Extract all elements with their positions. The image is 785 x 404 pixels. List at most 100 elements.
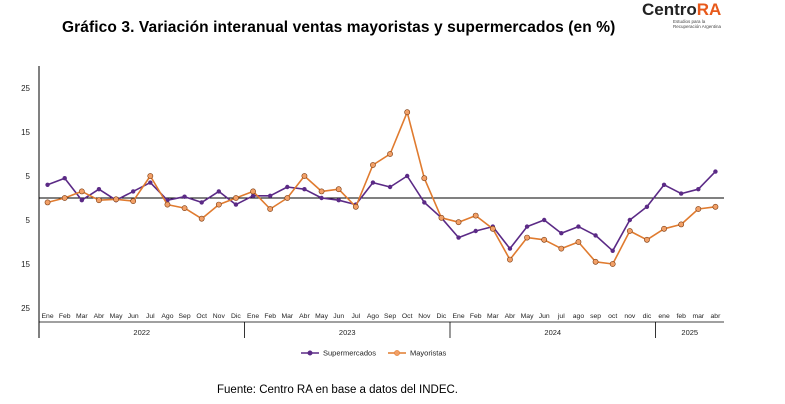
chart-title: Gráfico 3. Variación interanual ventas m… [62,19,616,36]
x-tick-label: May [315,313,328,320]
data-point [164,201,171,208]
x-tick-label: Sep [179,313,191,320]
data-point [61,195,68,201]
legend-item: Supermercados [301,349,376,358]
data-point [285,184,290,190]
data-point [455,219,462,226]
year-label: 2023 [339,328,356,337]
x-tick-label: oct [608,313,617,320]
x-tick-label: Mar [76,313,88,320]
x-tick-label: ago [573,313,585,320]
data-point [422,200,427,205]
data-point [233,202,239,207]
data-point [199,200,204,205]
data-point [438,214,445,221]
x-tick-label: jul [557,313,565,320]
x-tick-label: Jun [128,313,139,320]
x-tick-label: mar [692,313,704,320]
data-point [644,204,650,209]
data-point [45,182,50,187]
x-tick-label: May [110,313,123,320]
data-point [524,234,530,241]
data-point [644,236,650,243]
x-tick-label: Jun [539,313,550,320]
data-point [404,173,410,179]
data-point [404,109,411,116]
x-tick-label: Ene [42,313,54,320]
logo-tagline: Estudios para la Recuperación Argentina [673,19,722,29]
data-point [130,198,137,204]
data-point [576,224,581,229]
data-point [507,246,513,251]
data-point [216,189,222,194]
data-point [421,175,428,182]
data-point [250,193,256,198]
data-point [267,193,273,198]
x-tick-label: Jul [351,313,360,320]
data-point [558,245,565,252]
data-point [78,188,85,195]
data-point [147,173,154,179]
data-point [524,224,530,229]
legend-swatch-marker [394,350,400,356]
logo-wordmark: CentroRA [642,0,722,19]
y-tick-label: 15 [21,128,30,137]
series-mayoristas [44,109,719,267]
legend-label: Supermercados [323,349,376,358]
data-point [575,239,582,245]
series-layer [44,109,719,267]
data-point [96,187,102,192]
x-tick-label: Feb [264,313,276,320]
legend-swatch-marker [307,350,313,356]
x-tick-label: sep [590,313,601,320]
data-point [113,196,119,203]
data-point [507,256,513,263]
data-point [318,188,325,195]
data-point [695,206,702,212]
data-point [610,248,615,253]
data-point [96,197,102,204]
x-tick-label: Dic [231,313,241,320]
data-point [352,203,359,210]
x-tick-label: Sep [384,313,396,320]
data-point [267,206,274,212]
data-point [370,162,376,168]
data-point [678,221,685,228]
x-tick-label: Ago [367,313,379,320]
x-tick-label: Feb [59,313,71,320]
x-tick-labels: Ene Feb Mar Abr May Jun Jul Ago Sep Oct Nov Dic Ene F… [42,313,721,338]
data-point [696,187,701,192]
data-point [473,228,478,234]
data-point [370,180,376,185]
data-point [609,261,616,267]
x-tick-label: feb [676,313,686,320]
data-point [302,187,307,192]
series-line [47,171,716,252]
data-point [661,225,667,232]
data-point [284,195,291,201]
data-point [712,203,719,210]
x-tick-label: dic [643,313,652,320]
data-point [181,205,188,212]
x-tick-label: nov [624,313,636,320]
x-tick-label: Jun [333,313,344,320]
data-point [678,191,684,196]
data-point [79,198,85,203]
x-tick-label: Ago [161,313,173,320]
y-tick-label: 25 [21,304,30,313]
x-tick-label: Abr [299,313,310,320]
data-point [130,189,136,194]
data-point [250,188,256,195]
source-note: Fuente: Centro RA en base a datos del IN… [217,384,458,396]
x-tick-label: Ene [247,313,259,320]
y-tick-labels: 25 15 5 5 15 25 [21,84,30,313]
year-label: 2022 [133,328,150,337]
data-point [541,236,548,243]
y-tick-label: 25 [21,84,30,93]
data-point [472,212,479,219]
x-tick-label: Abr [505,313,516,320]
legend: Supermercados Mayoristas [301,349,447,358]
year-label: 2024 [544,328,561,337]
x-tick-label: Oct [196,313,207,320]
